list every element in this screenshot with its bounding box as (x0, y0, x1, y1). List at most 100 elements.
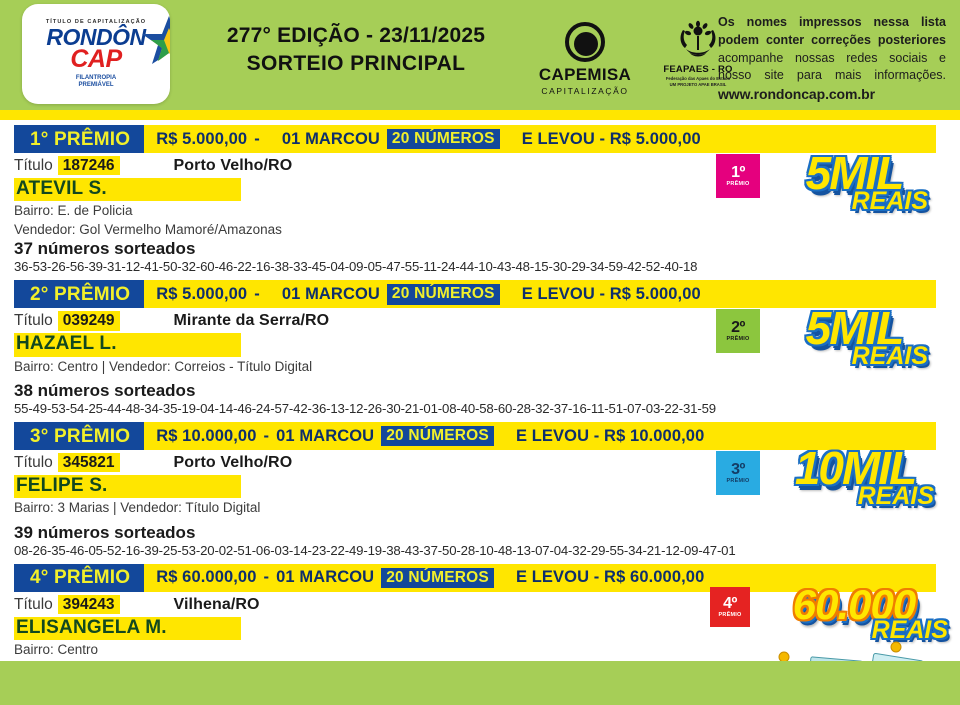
winner-name: HAZAEL L. (14, 333, 241, 357)
poster-header: TÍTULO DE CAPITALIZAÇÃO RONDÔN CAP FILAN… (0, 0, 960, 110)
prize-seal-number: 2º (731, 318, 745, 336)
prize-seal-label: PRÊMIO (718, 611, 742, 618)
prize-marked-count: 20 NÚMEROS (381, 425, 494, 447)
edition-title: 277° EDIÇÃO - 23/11/2025 SORTEIO PRINCIP… (196, 24, 516, 76)
title-row: Título 039249 Mirante da Serra/RO (14, 311, 960, 331)
website-link[interactable]: www.rondoncap.com.br (718, 86, 875, 102)
logo-tagline-line1: FILANTROPIA (75, 74, 117, 81)
prize-block: 4° PRÊMIO R$ 60.000,00 - 01 MARCOU 20 NÚ… (0, 559, 960, 683)
winner-city: Mirante da Serra/RO (173, 312, 330, 330)
winner-city: Porto Velho/RO (173, 157, 293, 174)
prize-marked-count: 20 NÚMEROS (386, 283, 500, 305)
titulo-label: Título (14, 595, 53, 613)
winner-name: ATEVIL S. (14, 178, 241, 202)
prize-amount-art-sub: REAIS (851, 186, 928, 215)
prize-seal-label: PRÊMIO (726, 180, 750, 187)
drawn-count-label: 39 números sorteados (14, 522, 196, 542)
prize-dash: - (254, 284, 260, 303)
prize-summary: R$ 5.000,00 - 01 MARCOU 20 NÚMEROS E LEV… (144, 125, 936, 153)
prize-rank-label: 4° PRÊMIO (14, 563, 145, 592)
title-row: Título 345821 Porto Velho/RO (14, 453, 960, 473)
prize-amount-art-main: 5MIL (805, 147, 905, 199)
prize-seal-number: 3º (731, 460, 745, 478)
prize-summary: R$ 60.000,00 - 01 MARCOU 20 NÚMEROS E LE… (144, 563, 936, 592)
capemisa-logo: CAPEMISA CAPITALIZAÇÃO (520, 22, 650, 96)
notice-line-4: nosso site para mais informações. (718, 68, 946, 83)
prize-header-bar: 4° PRÊMIO R$ 60.000,00 - 01 MARCOU 20 NÚ… (14, 563, 936, 592)
prize-rank-label: 1° PRÊMIO (14, 125, 145, 153)
winner-neighborhood: Bairro: E. de Policia (14, 203, 133, 219)
prize-rank-label: 3° PRÊMIO (14, 422, 145, 451)
titulo-label: Título (14, 312, 53, 330)
footer-band (0, 661, 960, 683)
prize-seal-label: PRÊMIO (726, 335, 750, 342)
capemisa-subtitle: CAPITALIZAÇÃO (541, 86, 629, 96)
prize-marked-prefix: 01 MARCOU (281, 129, 380, 148)
feapaes-subtitle: Federação das Apaes do Estado UM PROJETO… (650, 76, 746, 88)
prize-summary: R$ 10.000,00 - 01 MARCOU 20 NÚMEROS E LE… (144, 422, 936, 451)
winner-name-row: HAZAEL L. (14, 333, 960, 357)
prize-seal-label: PRÊMIO (726, 477, 750, 484)
logo-tagline-line2: PREMIÁVEL (78, 82, 114, 88)
prize-block: 1° PRÊMIO R$ 5.000,00 - 01 MARCOU 20 NÚM… (0, 120, 960, 275)
capemisa-circle-icon (565, 22, 605, 62)
logo-name-cap: CAP (70, 44, 122, 73)
title-row: Título 187246 Porto Velho/RO (14, 156, 960, 176)
drawn-numbers: 36-53-26-56-39-31-12-41-50-32-60-46-22-1… (14, 259, 698, 275)
prize-summary: R$ 5.000,00 - 01 MARCOU 20 NÚMEROS E LEV… (144, 280, 936, 309)
logo-tagline-top: TÍTULO DE CAPITALIZAÇÃO (45, 18, 147, 25)
prize-header-bar: 1° PRÊMIO R$ 5.000,00 - 01 MARCOU 20 NÚM… (14, 125, 936, 153)
titulo-number: 187246 (57, 156, 120, 176)
drawn-count-label: 37 números sorteados (14, 238, 196, 258)
prize-marked-count: 20 NÚMEROS (386, 128, 500, 150)
notice-line-1: Os nomes impressos nessa lista (718, 15, 946, 29)
prize-seal-badge: 4º PRÊMIO (710, 586, 750, 627)
prize-amount-art-sub: REAIS (857, 481, 934, 510)
prize-rank-label: 2° PRÊMIO (14, 280, 145, 309)
feapaes-logo: FEAPAES - RO Federação das Apaes do Esta… (650, 20, 746, 88)
winner-city: Vilhena/RO (173, 595, 260, 613)
header-divider (0, 110, 960, 120)
titulo-number: 394243 (57, 594, 120, 615)
prize-took: E LEVOU - R$ 10.000,00 (515, 426, 705, 445)
prize-amount-art: 5MIL REAIS (774, 305, 934, 370)
edition-number-date: 277° EDIÇÃO - 23/11/2025 (226, 24, 486, 47)
titulo-label: Título (14, 157, 53, 174)
winner-neighborhood: Bairro: 3 Marias | Vendedor: Título Digi… (14, 500, 261, 516)
prize-amount-art-main: 60.000 (792, 580, 916, 628)
prize-seal-badge: 2º PRÊMIO (716, 309, 760, 354)
prize-detail: Título 345821 Porto Velho/RO FELIPE S. B… (0, 450, 960, 559)
logo-tagline-bottom: FILANTROPIA PREMIÁVEL (76, 75, 116, 90)
edition-subtitle: SORTEIO PRINCIPAL (246, 52, 466, 76)
prize-detail: Título 039249 Mirante da Serra/RO HAZAEL… (0, 308, 960, 417)
drawn-numbers: 08-26-35-46-05-52-16-39-25-53-20-02-51-0… (14, 543, 736, 559)
notice-line-3: acompanhe nossas redes sociais e (718, 50, 946, 65)
prize-value: R$ 5.000,00 (156, 129, 248, 148)
disclaimer-notice: Os nomes impressos nessa lista podem con… (718, 14, 946, 102)
prize-amount-art-main: 10MIL (794, 442, 917, 495)
prize-amount-art-sub: REAIS (851, 341, 928, 370)
drawn-numbers: 55-49-53-54-25-44-48-34-35-19-04-14-46-2… (14, 401, 716, 417)
feapaes-subtitle-line1: Federação das Apaes do Estado (665, 76, 731, 81)
results-sheet: 1° PRÊMIO R$ 5.000,00 - 01 MARCOU 20 NÚM… (0, 120, 960, 683)
prize-seal-badge: 1º PRÊMIO (716, 154, 760, 198)
prize-value: R$ 5.000,00 (156, 284, 248, 303)
feapaes-emblem-icon (676, 20, 720, 62)
prize-header-bar: 3° PRÊMIO R$ 10.000,00 - 01 MARCOU 20 NÚ… (14, 422, 936, 451)
winner-name-row: ATEVIL S. (14, 178, 960, 202)
prize-seal-number: 1º (731, 163, 745, 181)
prize-seal-number: 4º (723, 594, 737, 612)
winner-name-row: FELIPE S. (14, 475, 960, 499)
prize-value: R$ 60.000,00 (156, 568, 257, 587)
prize-seal-badge: 3º PRÊMIO (716, 451, 760, 496)
winner-neighborhood: Bairro: Centro | Vendedor: Correios - Tí… (14, 358, 313, 374)
titulo-label: Título (14, 454, 53, 472)
winner-seller: Vendedor: Gol Vermelho Mamoré/Amazonas (14, 221, 282, 237)
winner-name: FELIPE S. (14, 475, 241, 499)
prize-amount-art: 5MIL REAIS (774, 147, 934, 215)
prize-value: R$ 10.000,00 (156, 426, 257, 445)
winner-city: Porto Velho/RO (173, 454, 293, 472)
feapaes-name: FEAPAES - RO (663, 64, 733, 75)
notice-line-2: podem conter correções posteriores (718, 32, 946, 47)
